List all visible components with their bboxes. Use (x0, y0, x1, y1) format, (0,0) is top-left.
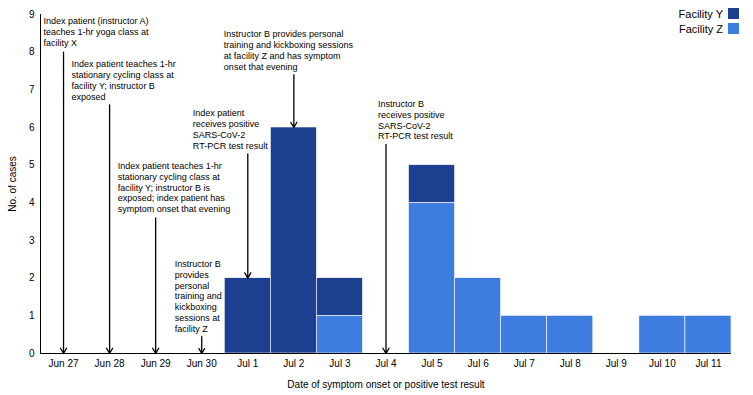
svg-text:No. of cases: No. of cases (7, 156, 18, 212)
svg-text:Jul 7: Jul 7 (514, 358, 536, 369)
html-text:Facility Z: Facility Z (679, 22, 723, 35)
svg-text:Jul 4: Jul 4 (375, 358, 397, 369)
svg-text:Jul 10: Jul 10 (649, 358, 676, 369)
svg-text:3: 3 (29, 235, 35, 246)
svg-text:Jul 5: Jul 5 (422, 358, 444, 369)
svg-text:Index patient (instructor A)te: Index patient (instructor A)teaches 1-hr… (44, 16, 150, 48)
svg-text:2: 2 (29, 272, 35, 283)
html-text:Facility Y: Facility Y (678, 7, 723, 20)
svg-text:Jun 28: Jun 28 (95, 358, 125, 369)
svg-text:Jul 3: Jul 3 (329, 358, 351, 369)
svg-text:Jun 30: Jun 30 (187, 358, 217, 369)
svg-text:Jul 1: Jul 1 (237, 358, 259, 369)
svg-text:Instructor B provides personal: Instructor B provides personaltraining a… (224, 29, 354, 71)
svg-text:Index patientreceives positive: Index patientreceives positiveSARS-CoV-2… (193, 108, 268, 150)
svg-text:Jul 2: Jul 2 (283, 358, 305, 369)
svg-text:Jun 29: Jun 29 (141, 358, 171, 369)
svg-text:9: 9 (29, 9, 35, 20)
svg-text:Instructor Bprovidespersonaltr: Instructor Bprovidespersonaltraining and… (175, 259, 222, 334)
svg-text:Index patient teaches 1-hrstat: Index patient teaches 1-hrstationary cyc… (118, 161, 231, 214)
svg-text:Instructor Breceives positiveS: Instructor Breceives positiveSARS-CoV-2R… (378, 99, 453, 141)
svg-text:7: 7 (29, 84, 35, 95)
svg-text:6: 6 (29, 122, 35, 133)
svg-text:Jul 8: Jul 8 (560, 358, 582, 369)
svg-text:Date of symptom onset or posit: Date of symptom onset or positive test r… (287, 379, 485, 390)
svg-text:Jul 9: Jul 9 (606, 358, 628, 369)
svg-text:8: 8 (29, 46, 35, 57)
svg-text:Jul 6: Jul 6 (468, 358, 490, 369)
svg-text:0: 0 (29, 348, 35, 359)
svg-text:5: 5 (29, 159, 35, 170)
svg-text:Jul 11: Jul 11 (695, 358, 721, 369)
svg-text:Jun 27: Jun 27 (49, 358, 79, 369)
svg-text:Index patient teaches 1-hrstat: Index patient teaches 1-hrstationary cyc… (72, 59, 176, 101)
svg-text:1: 1 (29, 310, 35, 321)
svg-text:4: 4 (29, 197, 35, 208)
